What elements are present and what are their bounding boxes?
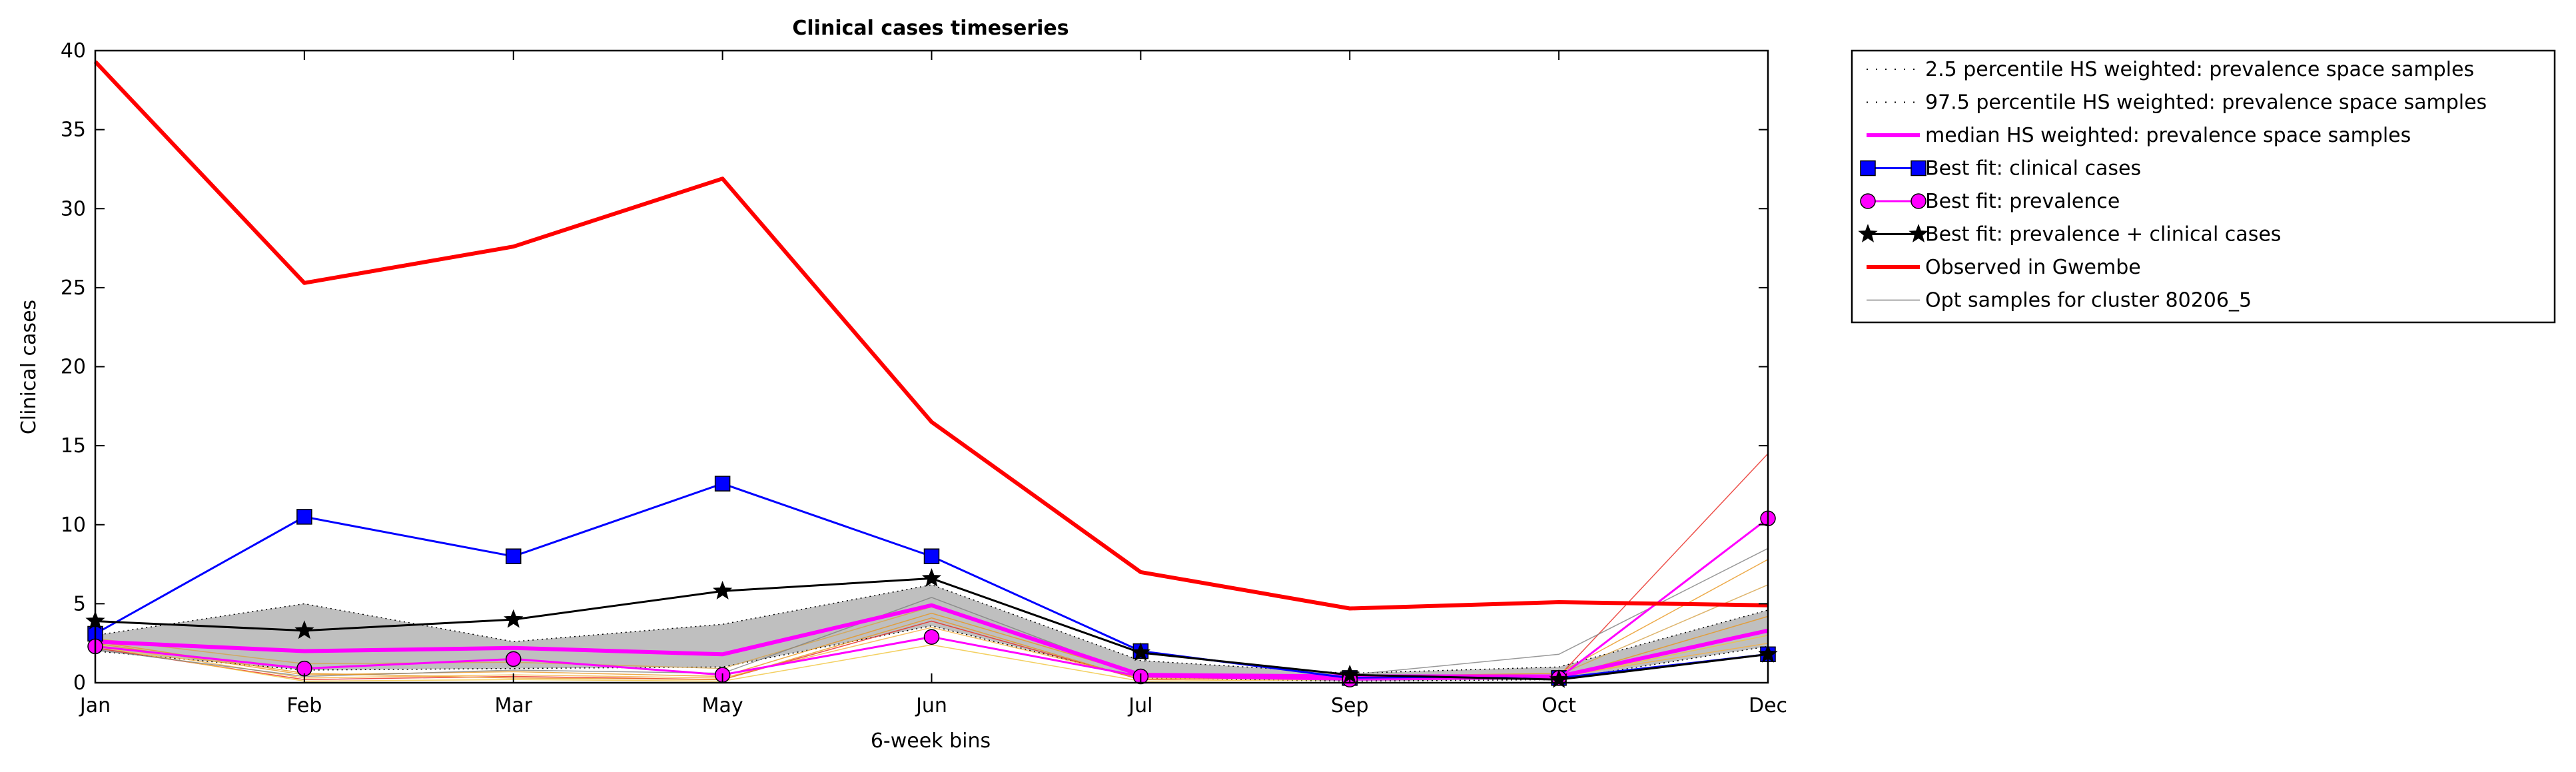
- legend-label: Opt samples for cluster 80206_5: [1925, 289, 2252, 312]
- x-axis-label: 6-week bins: [871, 729, 991, 753]
- x-tick-label: Jan: [79, 694, 111, 717]
- data-point-best-fit-prevalence-clinical-cases: [504, 609, 524, 628]
- legend-marker: [1911, 160, 1927, 177]
- y-axis-label: Clinical cases: [17, 300, 41, 434]
- y-tick-label: 25: [61, 276, 86, 300]
- legend-marker: [1860, 160, 1876, 177]
- x-tick-label: Jul: [1127, 694, 1152, 717]
- x-tick-label: Sep: [1331, 694, 1369, 717]
- sample-line: [95, 559, 1769, 677]
- legend-label: median HS weighted: prevalence space sam…: [1925, 124, 2411, 147]
- legend-label: Best fit: prevalence: [1925, 190, 2120, 213]
- y-tick-label: 40: [61, 39, 86, 63]
- data-point-best-fit-clinical-cases: [296, 509, 312, 525]
- data-point-best-fit-clinical-cases: [923, 548, 940, 564]
- legend-marker: [1860, 193, 1876, 209]
- data-point-best-fit-prevalence: [923, 629, 940, 645]
- chart-title: Clinical cases timeseries: [792, 17, 1069, 40]
- y-tick-label: 0: [73, 671, 86, 695]
- x-tick-label: Mar: [494, 694, 532, 717]
- legend-label: Observed in Gwembe: [1925, 256, 2141, 279]
- y-tick-label: 35: [61, 119, 86, 142]
- data-point-best-fit-prevalence: [506, 651, 522, 667]
- legend-label: 97.5 percentile HS weighted: prevalence …: [1925, 91, 2487, 115]
- data-point-best-fit-clinical-cases: [714, 476, 731, 492]
- data-point-best-fit-prevalence-clinical-cases: [294, 620, 314, 639]
- x-tick-label: May: [702, 694, 743, 717]
- legend-marker: [1909, 224, 1929, 242]
- legend: 2.5 percentile HS weighted: prevalence s…: [1851, 49, 2556, 324]
- y-tick-label: 30: [61, 197, 86, 220]
- legend-label: Best fit: prevalence + clinical cases: [1925, 223, 2281, 246]
- legend-label: Best fit: clinical cases: [1925, 157, 2141, 181]
- legend-marker: [1911, 193, 1927, 209]
- series-line-observed-in-gwembe: [93, 60, 1769, 611]
- data-point-best-fit-clinical-cases: [506, 548, 522, 564]
- sample-line: [95, 548, 1769, 677]
- plot-area: 0 5 10 15 20 25 30 35 40 Jan Feb Mar May Jun Jul Sep Oct…: [61, 39, 1787, 717]
- y-tick-label: 10: [61, 514, 86, 537]
- y-tick-label: 20: [61, 356, 86, 379]
- data-point-best-fit-prevalence-clinical-cases: [921, 568, 942, 587]
- series-line-97-5-percentile: [95, 584, 1769, 674]
- x-tick-label: Feb: [286, 694, 322, 717]
- legend-marker: [1858, 224, 1878, 242]
- x-tick-label: Oct: [1541, 694, 1576, 717]
- series-line-median-hs-weighted-prevalence-space-samples: [95, 603, 1769, 679]
- data-point-best-fit-prevalence-clinical-cases: [1130, 642, 1151, 661]
- x-tick-label: Jun: [915, 694, 947, 717]
- legend-label: 2.5 percentile HS weighted: prevalence s…: [1925, 58, 2474, 81]
- y-tick-label: 5: [73, 592, 86, 615]
- legend-box: [1851, 49, 2556, 324]
- y-tick-label: 15: [61, 434, 86, 458]
- x-tick-label: Dec: [1749, 694, 1787, 717]
- data-point-best-fit-prevalence-clinical-cases: [712, 581, 733, 599]
